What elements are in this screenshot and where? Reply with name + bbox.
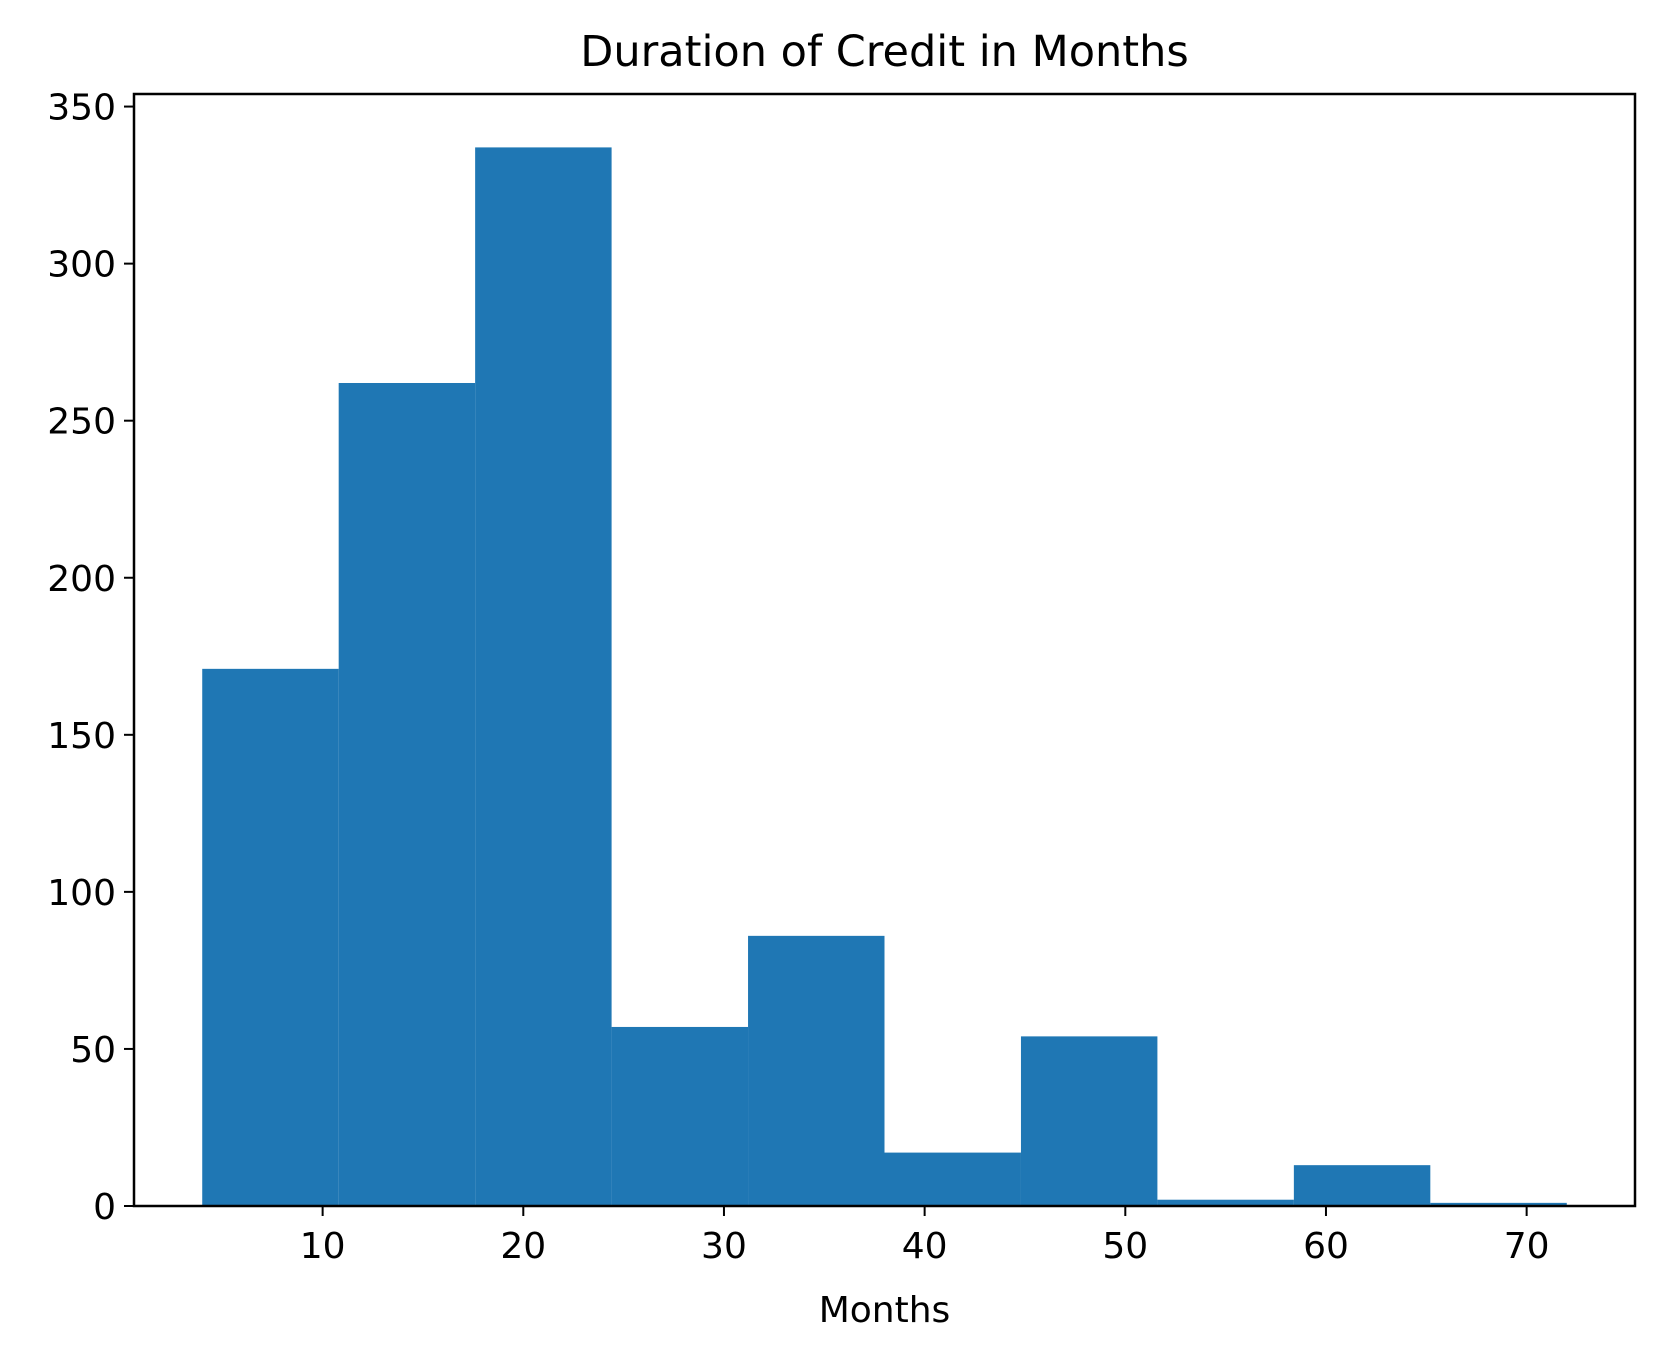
chart-title: Duration of Credit in Months (580, 27, 1189, 77)
y-tick-label: 150 (47, 716, 116, 757)
x-axis: 10 20 30 40 50 60 70 (300, 1206, 1550, 1267)
histogram-bar-6 (884, 1152, 1021, 1206)
x-tick-label: 70 (1504, 1226, 1550, 1267)
x-tick-label: 40 (902, 1226, 948, 1267)
x-tick-label: 30 (701, 1226, 747, 1267)
y-tick-label: 200 (47, 559, 116, 600)
histogram-bar-7 (1020, 1036, 1158, 1206)
y-tick-label: 300 (47, 245, 116, 286)
histogram-bar-1 (202, 668, 339, 1206)
histogram-bar-9 (1293, 1165, 1431, 1206)
x-tick-label: 10 (300, 1226, 346, 1267)
histogram-bar-4 (611, 1026, 749, 1206)
y-axis: 0 50 100 150 200 250 300 350 (47, 88, 134, 1228)
x-axis-label: Months (819, 1290, 951, 1331)
plot-frame (132, 92, 1637, 1208)
x-tick-label: 60 (1303, 1226, 1349, 1267)
y-tick-label: 250 (47, 402, 116, 443)
histogram-bar-3 (475, 147, 612, 1206)
histogram-bar-8 (1157, 1199, 1294, 1206)
histogram-bar-5 (748, 935, 885, 1206)
y-tick-label: 350 (47, 88, 116, 129)
x-tick-label: 50 (1102, 1226, 1148, 1267)
y-tick-label: 100 (47, 873, 116, 914)
y-tick-label: 0 (93, 1187, 116, 1228)
bars-group (202, 147, 1567, 1206)
histogram-bar-10 (1430, 1202, 1567, 1206)
y-tick-label: 50 (70, 1030, 116, 1071)
histogram-bar-2 (338, 382, 476, 1206)
x-tick-label: 20 (500, 1226, 546, 1267)
